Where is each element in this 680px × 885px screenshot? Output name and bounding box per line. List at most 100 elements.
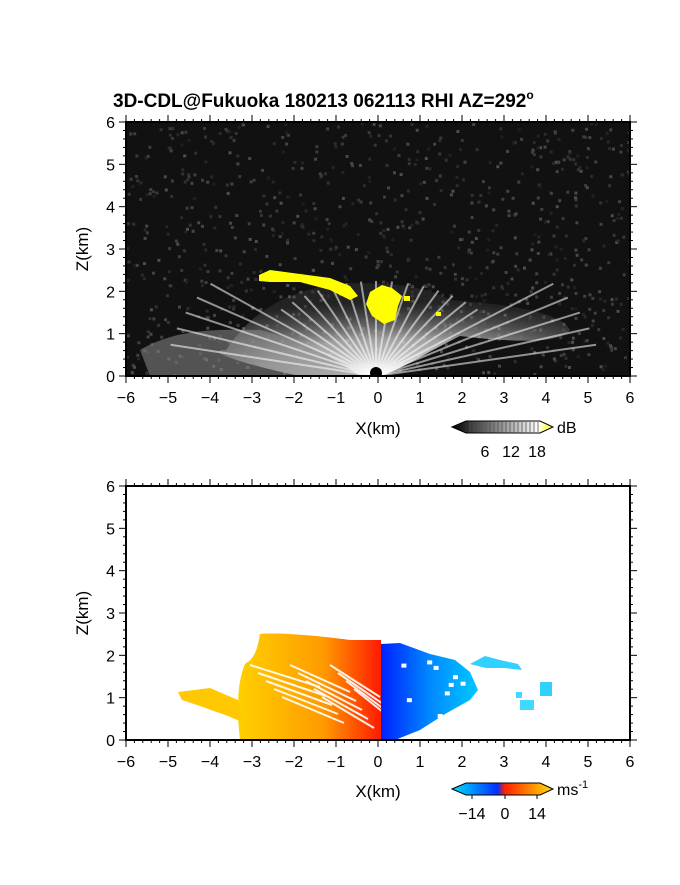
noise-speckle [228,305,232,309]
noise-speckle [449,193,453,197]
noise-speckle [183,249,186,253]
noise-speckle [145,371,149,375]
noise-speckle [385,246,389,250]
noise-speckle [428,167,432,171]
noise-speckle [157,258,161,262]
y-tick-label: 0 [106,733,115,750]
velocity-colorbar-bar [450,782,555,796]
noise-speckle [567,341,571,344]
noise-speckle [178,305,181,309]
noise-speckle [331,261,334,265]
noise-speckle [500,285,504,289]
noise-speckle [506,189,510,193]
noise-speckle [338,205,342,209]
noise-speckle [570,278,574,282]
noise-speckle [247,222,251,226]
noise-speckle [535,281,539,285]
noise-speckle [407,257,411,261]
noise-speckle [397,154,401,157]
velocity-ylabel: Z(km) [73,591,92,635]
noise-speckle [167,270,171,274]
noise-speckle [215,249,219,252]
noise-speckle [206,326,210,330]
noise-speckle [319,248,323,252]
noise-speckle [549,191,553,195]
noise-speckle [498,364,501,368]
noise-speckle [129,132,133,136]
noise-speckle [465,278,469,282]
noise-speckle [561,283,564,287]
noise-speckle [463,160,467,164]
reflectivity-echo-rays [170,281,597,376]
noise-speckle [334,245,338,249]
noise-speckle [452,224,456,228]
noise-speckle [459,147,462,151]
velocity-colorbar-unit-exponent: -1 [578,779,588,791]
noise-speckle [315,150,319,154]
noise-speckle [219,249,223,253]
noise-speckle [612,219,616,223]
noise-speckle [474,237,478,240]
noise-speckle [151,190,155,194]
noise-speckle [439,189,443,192]
noise-speckle [330,239,334,243]
noise-speckle [488,161,492,165]
noise-speckle [386,250,390,254]
noise-speckle [433,142,437,146]
x-tick-label: −6 [117,754,135,771]
noise-speckle [131,363,135,367]
noise-speckle [566,155,570,159]
noise-speckle [226,191,230,195]
noise-speckle [549,211,553,215]
noise-speckle [610,302,614,306]
noise-speckle [570,307,574,311]
noise-speckle [559,354,563,358]
noise-speckle [259,308,263,312]
noise-speckle [395,270,399,274]
noise-speckle [574,191,578,195]
noise-speckle [588,136,592,140]
noise-speckle [470,216,474,219]
x-tick-label: 4 [542,390,551,407]
reflectivity-axes: −6 −5 −4 −3 −2 −1 0 1 2 3 4 5 6 0 1 2 3 4 5 6 [106,115,637,407]
noise-speckle [619,302,623,306]
noise-speckle [168,127,172,131]
noise-speckle [185,278,189,282]
noise-speckle [457,246,461,250]
noise-speckle [219,308,223,311]
noise-speckle [415,220,419,224]
noise-speckle [609,128,613,132]
noise-speckle [126,278,130,282]
noise-speckle [561,217,565,221]
noise-speckle [626,170,630,174]
velocity-gap [289,664,351,693]
noise-speckle [326,127,330,131]
noise-speckle [425,283,429,287]
noise-speckle [425,124,429,128]
noise-speckle [166,232,170,236]
noise-speckle [232,305,236,309]
noise-speckle [271,227,275,231]
noise-speckle [467,248,471,252]
noise-speckle [460,139,464,142]
noise-speckle [278,263,282,267]
noise-speckle [160,335,164,339]
y-tick-label: 4 [106,564,115,581]
noise-speckle [568,151,572,155]
noise-speckle [229,136,233,140]
noise-speckle [281,150,285,154]
noise-speckle [540,207,544,211]
noise-speckle [477,200,481,204]
noise-speckle [157,323,161,327]
noise-speckle [343,275,347,279]
noise-speckle [369,201,373,205]
noise-speckle [136,179,140,183]
velocity-far-echo-cell [516,692,522,698]
noise-speckle [315,145,319,149]
noise-speckle [456,165,460,169]
noise-speckle [364,255,368,259]
y-tick-label: 1 [106,327,115,344]
noise-speckle [279,295,283,299]
reflectivity-echo [140,270,597,376]
noise-speckle [383,236,387,240]
